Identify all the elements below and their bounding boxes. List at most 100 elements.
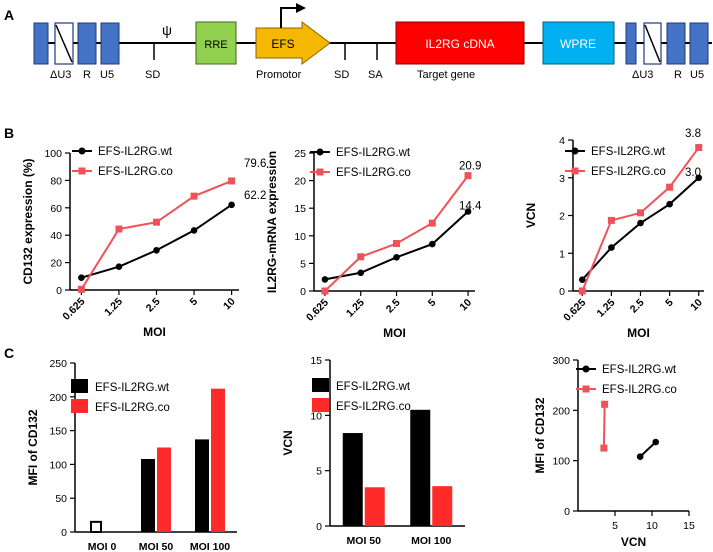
data-point [393, 254, 400, 261]
ltr-r-box-left [77, 22, 97, 65]
data-point [607, 216, 615, 224]
sd-label-2: SD [334, 69, 349, 81]
legend-marker [316, 168, 324, 176]
data-label: 79.6 [244, 158, 266, 170]
ltr-r-box-right [666, 22, 686, 65]
y-tick-label: 100 [552, 456, 570, 468]
series-line [80, 180, 232, 290]
vector-construct-map: ΔU3 R U5 ψ SD RRE EFS Promotor SD SA IL2… [33, 3, 712, 81]
series-line [639, 441, 657, 458]
x-tick-label: MOI 50 [347, 535, 382, 547]
bar [364, 487, 385, 526]
data-point [115, 263, 123, 271]
data-point [464, 172, 472, 180]
y-tick-label: 25 [294, 148, 306, 160]
series-line [324, 175, 469, 292]
y-tick-label: 200 [552, 405, 570, 417]
legend-marker [78, 167, 86, 175]
legend-marker [582, 385, 590, 393]
data-point [601, 400, 609, 408]
delta-u3-label-left: ΔU3 [50, 69, 71, 81]
y-axis-title: IL2RG-mRNA expression [265, 151, 279, 293]
rre-box [195, 21, 237, 65]
deletion-slash-left [55, 24, 73, 63]
x-tick-label: 5 [426, 297, 439, 310]
x-tick-label: 5 [188, 296, 201, 309]
series-line [581, 177, 700, 281]
ltr-u5-box-right [689, 22, 709, 65]
data-point [428, 240, 436, 248]
data-point [636, 453, 644, 460]
wpre-box [542, 21, 615, 65]
series-line [602, 404, 606, 449]
data-point [228, 177, 236, 185]
promoter-label: Promotor [256, 69, 302, 81]
x-axis-title: MOI [383, 326, 406, 340]
y-tick-label: 200 [49, 392, 67, 404]
x-tick-label: MOI 50 [139, 541, 174, 552]
x-tick-label: 2.5 [144, 296, 163, 315]
legend-swatch [71, 399, 88, 413]
data-point [190, 227, 198, 234]
x-tick-label: 0.625 [60, 296, 87, 323]
y-tick-label: 60 [50, 203, 62, 215]
y-tick-label: 100 [49, 459, 67, 471]
legend-label: EFS-IL2RG.co [336, 401, 411, 413]
il2rg-cdna-box [395, 21, 525, 65]
legend-marker [78, 147, 86, 155]
transcription-arrowhead [296, 3, 306, 13]
r-label-left: R [83, 69, 91, 81]
x-tick-label: MOI 0 [88, 541, 117, 552]
scatter-chart: 0 100 200 300 5 10 15 VCN MFI of CD132 EFS-IL2RG.… [533, 355, 695, 549]
legend-marker [571, 147, 579, 155]
legend-label: EFS-IL2RG.co [98, 166, 173, 178]
x-tick-label: 10 [457, 297, 474, 314]
sd-label-1: SD [145, 69, 160, 81]
wpre-label: WPRE [560, 37, 596, 51]
y-tick-label: 250 [49, 358, 67, 370]
legend-label: EFS-IL2RG.co [591, 166, 666, 178]
y-tick-label: 0 [300, 286, 306, 298]
y-tick-label: 15 [310, 355, 322, 367]
y-tick-label: 0 [559, 286, 565, 298]
y-tick-label: 3 [559, 173, 565, 185]
data-point [153, 218, 160, 226]
y-tick-label: 5 [316, 466, 322, 478]
bar [432, 486, 453, 526]
x-tick-label: 10 [688, 297, 705, 314]
data-point [115, 225, 123, 233]
data-point [228, 201, 235, 209]
x-tick-label: 10 [646, 520, 658, 532]
legend-label: EFS-IL2RG.wt [602, 364, 677, 376]
x-axis-title: MOI [143, 325, 166, 339]
legend-label: EFS-IL2RG.co [602, 384, 677, 396]
y-tick-label: 0 [56, 285, 62, 297]
y-tick-label: 20 [294, 176, 306, 188]
x-tick-label: 2.5 [628, 297, 647, 316]
data-point [695, 174, 703, 182]
legend-label: EFS-IL2RG.co [336, 167, 411, 179]
x-axis-title: MOI [627, 326, 650, 340]
bar [141, 458, 155, 532]
y-tick-label: 0 [316, 521, 322, 533]
legend-swatch [312, 398, 329, 412]
efs-promoter-arrow [255, 21, 331, 65]
bar [410, 409, 431, 526]
data-point [321, 287, 329, 295]
y-tick-label: 2 [559, 211, 565, 223]
data-point [153, 246, 160, 254]
bar [90, 520, 102, 533]
x-tick-label: 1.25 [102, 296, 125, 319]
legend-label: EFS-IL2RG.wt [98, 146, 173, 158]
x-tick-label: 0.625 [561, 297, 588, 324]
y-tick-label: 15 [294, 203, 306, 215]
psi-label: ψ [162, 22, 172, 38]
legend-swatch [312, 378, 329, 392]
ltr-u3-box-left [33, 22, 49, 65]
line-chart-1: 0 20 40 60 80 100 0.625 1.25 2.5 5 10 MOI CD132 expr… [21, 146, 266, 339]
legend-marker [571, 167, 579, 175]
y-tick-label: 1 [559, 248, 565, 260]
y-tick-label: 0 [564, 506, 570, 518]
y-tick-label: 50 [55, 493, 67, 505]
